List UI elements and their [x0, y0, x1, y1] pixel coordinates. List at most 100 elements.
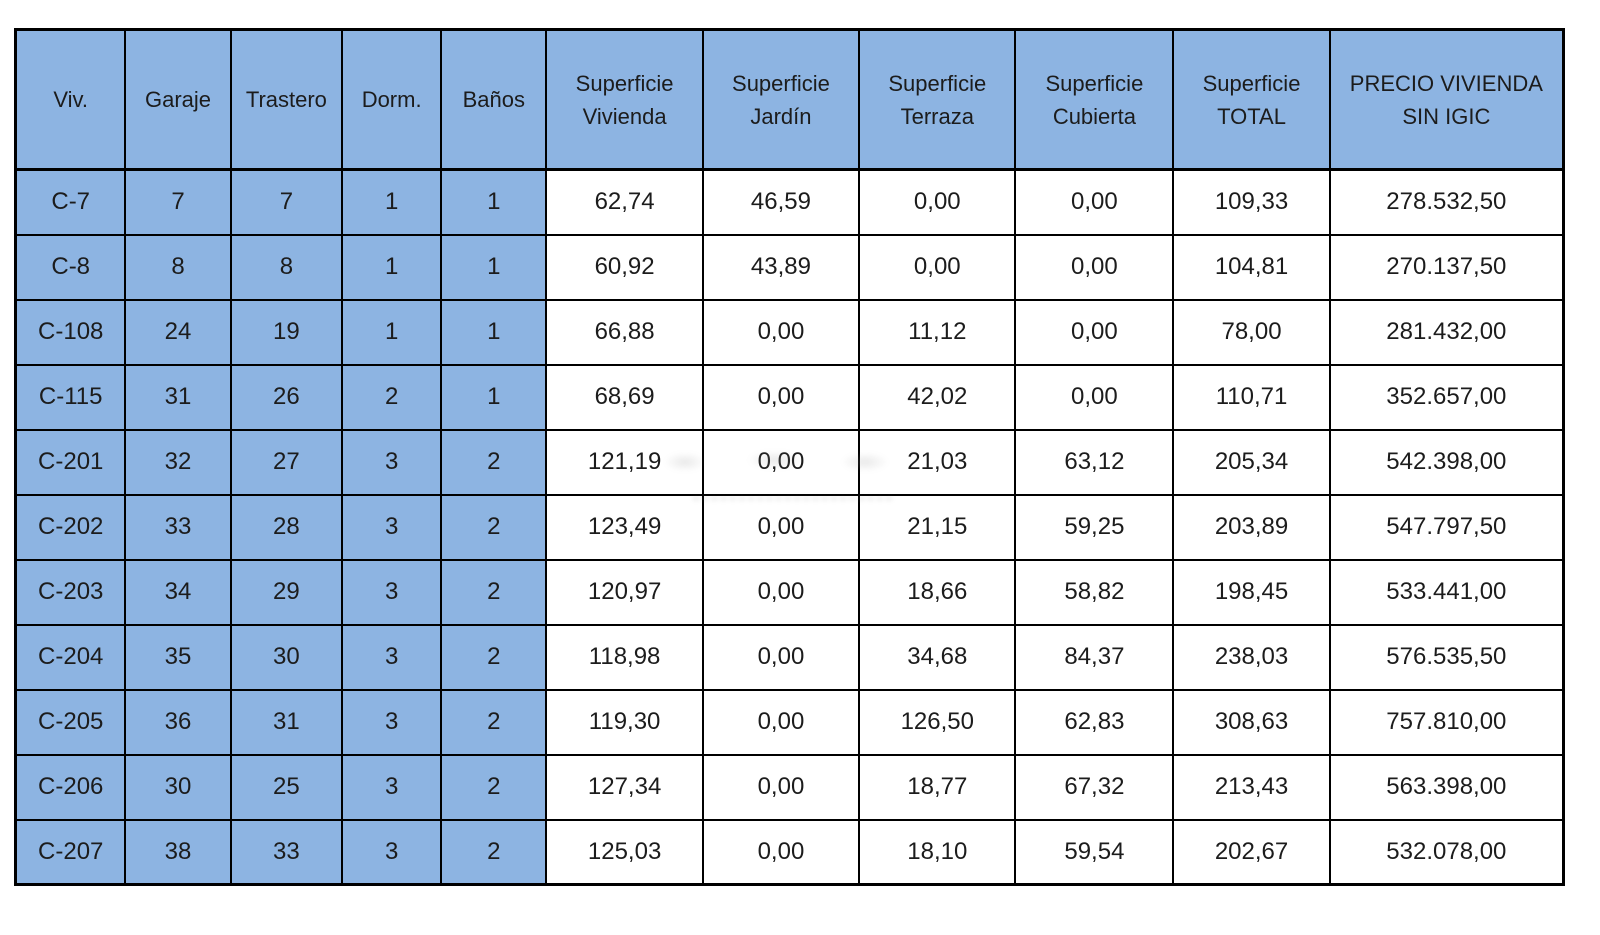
data-cell: 532.078,00 [1328, 818, 1565, 886]
data-cell: 66,88 [545, 298, 704, 366]
data-cell: 125,03 [545, 818, 704, 886]
data-cell: 43,89 [701, 233, 861, 301]
data-cell: 1 [440, 363, 548, 431]
row-label-cell: C-115 [14, 363, 127, 431]
data-cell: 1 [341, 298, 443, 366]
data-cell: 2 [440, 493, 548, 561]
column-header: Baños [440, 28, 548, 171]
data-cell: 3 [341, 753, 443, 821]
row-label-cell: C-108 [14, 298, 127, 366]
header-row: Viv. Garaje Trastero Dorm. Baños Superficie V… [14, 28, 1565, 171]
row-label-cell: C-207 [14, 818, 127, 886]
data-cell: 0,00 [701, 558, 861, 626]
row-label-cell: C-202 [14, 493, 127, 561]
table-row: C-203 34 29 3 2 120,97 0,00 18,66 58,82 198,45 533… [14, 558, 1565, 626]
data-cell: 119,30 [545, 688, 704, 756]
data-cell: 3 [341, 558, 443, 626]
data-cell: 63,12 [1014, 428, 1175, 496]
data-cell: 121,19 [545, 428, 704, 496]
data-cell: 0,00 [701, 818, 861, 886]
data-cell: 59,25 [1014, 493, 1175, 561]
data-cell: 213,43 [1172, 753, 1331, 821]
data-cell: 21,15 [858, 493, 1017, 561]
row-label-cell: C-203 [14, 558, 127, 626]
data-cell: 0,00 [701, 428, 861, 496]
data-cell: 1 [440, 168, 548, 236]
data-cell: 0,00 [1014, 298, 1175, 366]
housing-price-table: Viv. Garaje Trastero Dorm. Baños Superficie V… [14, 28, 1565, 886]
column-header: Viv. [14, 28, 127, 171]
data-cell: 0,00 [701, 688, 861, 756]
data-cell: 542.398,00 [1328, 428, 1565, 496]
data-cell: 62,74 [545, 168, 704, 236]
data-cell: 60,92 [545, 233, 704, 301]
table-row: C-205 36 31 3 2 119,30 0,00 126,50 62,83 308,63 75… [14, 688, 1565, 756]
data-cell: 30 [229, 623, 344, 691]
column-header: Superficie Terraza [858, 28, 1017, 171]
data-cell: 2 [440, 753, 548, 821]
data-cell: 0,00 [1014, 168, 1175, 236]
data-cell: 18,66 [858, 558, 1017, 626]
data-cell: 533.441,00 [1328, 558, 1565, 626]
data-cell: 281.432,00 [1328, 298, 1565, 366]
data-cell: 33 [229, 818, 344, 886]
table-row: C-206 30 25 3 2 127,34 0,00 18,77 67,32 213,43 563… [14, 753, 1565, 821]
data-cell: 1 [341, 233, 443, 301]
data-cell: 757.810,00 [1328, 688, 1565, 756]
data-cell: 202,67 [1172, 818, 1331, 886]
data-cell: 3 [341, 623, 443, 691]
data-cell: 563.398,00 [1328, 753, 1565, 821]
data-cell: 110,71 [1172, 363, 1331, 431]
data-cell: 36 [124, 688, 232, 756]
data-cell: 2 [440, 818, 548, 886]
data-cell: 21,03 [858, 428, 1017, 496]
data-cell: 30 [124, 753, 232, 821]
data-cell: 0,00 [701, 298, 861, 366]
data-cell: 31 [124, 363, 232, 431]
data-cell: 238,03 [1172, 623, 1331, 691]
data-cell: 0,00 [1014, 233, 1175, 301]
column-header: Superficie Jardín [701, 28, 861, 171]
data-cell: 118,98 [545, 623, 704, 691]
data-cell: 352.657,00 [1328, 363, 1565, 431]
data-cell: 38 [124, 818, 232, 886]
data-cell: 42,02 [858, 363, 1017, 431]
data-cell: 0,00 [1014, 363, 1175, 431]
data-cell: 547.797,50 [1328, 493, 1565, 561]
column-header: Superficie Cubierta [1014, 28, 1175, 171]
table-body: C-7 7 7 1 1 62,74 46,59 0,00 0,00 109,33 278.532,5… [14, 168, 1565, 886]
data-cell: 3 [341, 493, 443, 561]
data-cell: 46,59 [701, 168, 861, 236]
data-cell: 7 [124, 168, 232, 236]
column-header: Dorm. [341, 28, 443, 171]
row-label-cell: C-204 [14, 623, 127, 691]
table-row: C-7 7 7 1 1 62,74 46,59 0,00 0,00 109,33 278.532,5… [14, 168, 1565, 236]
data-cell: 126,50 [858, 688, 1017, 756]
data-cell: 1 [341, 168, 443, 236]
data-cell: 0,00 [701, 493, 861, 561]
data-cell: 32 [124, 428, 232, 496]
column-header: PRECIO VIVIENDA SIN IGIC [1328, 28, 1565, 171]
table-row: C-115 31 26 2 1 68,69 0,00 42,02 0,00 110,71 352.6… [14, 363, 1565, 431]
data-cell: 278.532,50 [1328, 168, 1565, 236]
data-cell: 84,37 [1014, 623, 1175, 691]
data-cell: 33 [124, 493, 232, 561]
table-header: Viv. Garaje Trastero Dorm. Baños Superficie V… [14, 28, 1565, 171]
data-cell: 3 [341, 818, 443, 886]
data-cell: 0,00 [858, 168, 1017, 236]
table-row: C-204 35 30 3 2 118,98 0,00 34,68 84,37 238,03 576… [14, 623, 1565, 691]
table-row: C-108 24 19 1 1 66,88 0,00 11,12 0,00 78,00 281.43… [14, 298, 1565, 366]
row-label-cell: C-205 [14, 688, 127, 756]
data-cell: 576.535,50 [1328, 623, 1565, 691]
data-cell: 2 [440, 623, 548, 691]
data-cell: 308,63 [1172, 688, 1331, 756]
data-cell: 8 [124, 233, 232, 301]
data-cell: 8 [229, 233, 344, 301]
data-cell: 203,89 [1172, 493, 1331, 561]
data-cell: 123,49 [545, 493, 704, 561]
data-cell: 205,34 [1172, 428, 1331, 496]
column-header: Trastero [229, 28, 344, 171]
data-cell: 31 [229, 688, 344, 756]
data-cell: 0,00 [701, 753, 861, 821]
